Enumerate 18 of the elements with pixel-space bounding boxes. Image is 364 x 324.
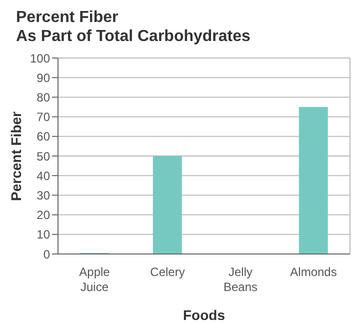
y-tick-label: 80 (36, 90, 50, 104)
chart-title: Percent Fiber As Part of Total Carbohydrates (15, 8, 252, 47)
x-tick-label: Almonds (290, 265, 337, 279)
y-tick-label: 10 (36, 228, 50, 242)
y-tick-label: 40 (36, 168, 50, 183)
x-tick-label: Jelly Beans (223, 265, 258, 294)
y-tick-label: 50 (36, 149, 50, 164)
y-tick-label: 0 (43, 247, 50, 262)
y-tick-label: 60 (36, 130, 50, 144)
x-tick-label: Celery (150, 265, 185, 279)
y-tick-label: 100 (30, 51, 50, 66)
y-tick-label: 20 (36, 208, 50, 222)
y-tick-label: 90 (36, 70, 50, 85)
y-tick-label: 30 (36, 188, 50, 202)
y-tick-label: 70 (36, 110, 50, 124)
x-tick-label: Apple Juice (79, 265, 110, 294)
x-axis-title: Foods (183, 307, 226, 323)
y-axis-title: Percent Fiber (8, 110, 24, 201)
